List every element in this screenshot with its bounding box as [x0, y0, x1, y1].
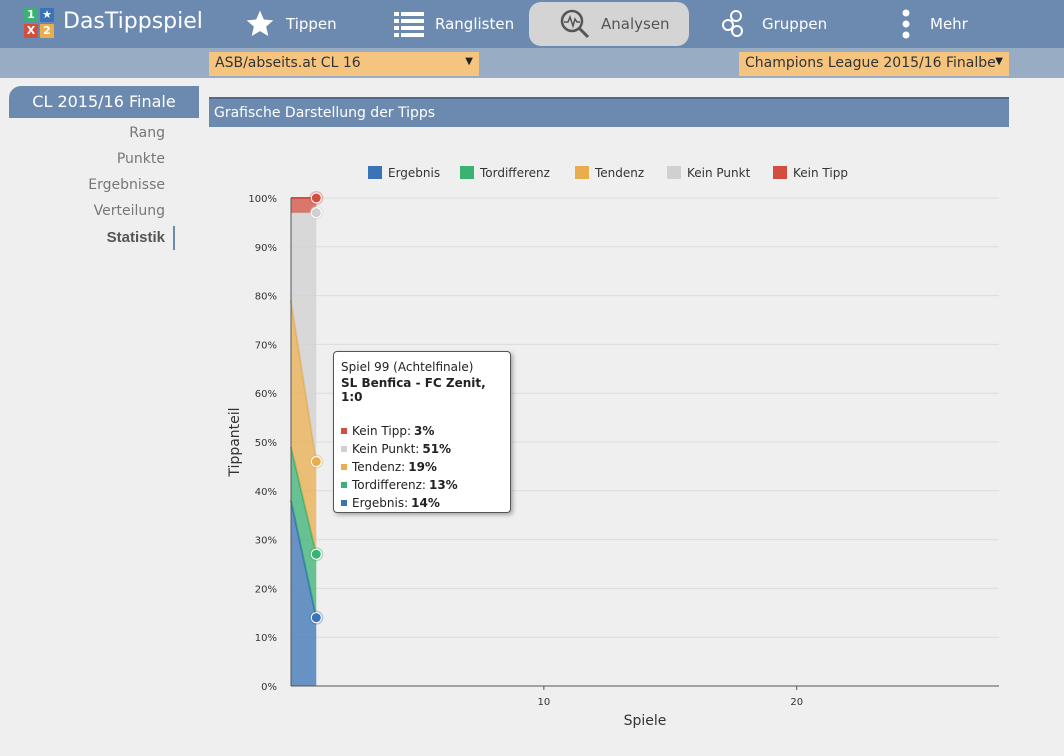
y-tick-label: 20%	[255, 584, 277, 595]
competition-select-value: Champions League 2015/16 Finalbe	[745, 55, 996, 71]
data-point-kein_punkt	[310, 207, 322, 219]
panel-title: Grafische Darstellung der Tipps	[209, 97, 1009, 127]
tooltip-row-label: Ergebnis:	[352, 496, 409, 510]
dropdown-arrow-icon: ▼	[995, 56, 1003, 67]
legend-label: Kein Punkt	[687, 166, 751, 180]
nav-mehr[interactable]: Mehr	[900, 2, 1010, 46]
tooltip-row-label: Tordifferenz:	[352, 478, 426, 492]
legend-swatch	[368, 166, 382, 179]
legend-swatch	[460, 166, 474, 179]
sidebar-item-statistik[interactable]: Statistik	[107, 226, 175, 250]
area-tendenz	[291, 300, 317, 555]
tooltip-row-label: Kein Punkt:	[352, 442, 420, 456]
area-ergebnis	[291, 500, 317, 686]
tooltip-row: Ergebnis: 14%	[341, 494, 503, 512]
tooltip-row-value: 3%	[413, 424, 435, 438]
list-icon	[394, 12, 424, 37]
legend-swatch	[341, 464, 347, 470]
y-tick-label: 10%	[255, 633, 277, 644]
y-tick-label: 80%	[255, 292, 277, 303]
legend-label: Kein Tipp	[793, 166, 848, 180]
nav-label: Gruppen	[762, 15, 828, 33]
legend-swatch	[667, 166, 681, 179]
chart-tooltip: Spiel 99 (Achtelfinale) SL Benfica - FC …	[333, 351, 511, 513]
y-tick-label: 60%	[255, 389, 277, 400]
area-kein_punkt	[291, 212, 317, 462]
nav-label: Ranglisten	[435, 15, 515, 33]
sidebar-item-rang[interactable]: Rang	[129, 125, 165, 141]
sidebar-item-ergebnisse[interactable]: Ergebnisse	[88, 177, 165, 193]
legend-swatch	[575, 166, 589, 179]
tooltip-row-value: 13%	[428, 478, 458, 492]
group-select-value: ASB/abseits.at CL 16	[215, 55, 361, 71]
data-point-kein_tipp	[310, 192, 322, 204]
tooltip-row: Kein Tipp: 3%	[341, 422, 503, 440]
groups-icon	[722, 10, 743, 37]
brand-title[interactable]: DasTippspiel	[63, 9, 203, 34]
tooltip-match-title: SL Benfica - FC Zenit, 1:0	[341, 376, 486, 404]
nav-gruppen[interactable]: Gruppen	[720, 2, 850, 46]
star-icon	[246, 10, 274, 36]
logo-cell-x: X	[24, 24, 38, 38]
y-tick-label: 70%	[255, 340, 277, 351]
tooltip-row: Tendenz: 19%	[341, 458, 503, 476]
nav-label: Mehr	[930, 15, 968, 33]
legend-label: Tendenz	[594, 166, 644, 180]
tooltip-row-value: 14%	[411, 496, 440, 510]
data-point-tordifferenz	[310, 548, 322, 560]
tooltip-row: Tordifferenz: 13%	[341, 476, 503, 494]
data-point-tendenz	[310, 456, 322, 468]
legend-label: Ergebnis	[388, 166, 440, 180]
x-tick-label: 20	[790, 697, 803, 708]
tooltip-row-label: Kein Tipp:	[352, 424, 411, 438]
legend-swatch	[773, 166, 787, 179]
nav-label: Tippen	[286, 15, 337, 33]
sidebar-title[interactable]: CL 2015/16 Finale	[9, 86, 199, 118]
y-tick-label: 100%	[248, 194, 277, 205]
nav-tippen[interactable]: Tippen	[244, 2, 394, 46]
x-axis-label: Spiele	[624, 713, 667, 729]
tooltip-row: Kein Punkt: 51%	[341, 440, 503, 458]
analysis-icon	[560, 9, 590, 39]
legend-swatch	[341, 446, 347, 452]
stacked-area-chart[interactable]: Ergebnis Tordifferenz Tendenz Kein Punkt Kei…	[209, 130, 1009, 750]
competition-select[interactable]: Champions League 2015/16 Finalbe ▼	[739, 52, 1009, 76]
logo-cell-2: 2	[40, 24, 54, 38]
x-tick-label: 10	[537, 697, 550, 708]
dropdown-arrow-icon: ▼	[465, 56, 473, 67]
y-tick-label: 50%	[255, 438, 277, 449]
logo-cell-1: 1	[24, 8, 38, 22]
y-tick-label: 40%	[255, 487, 277, 498]
nav-label: Analysen	[601, 15, 670, 33]
more-icon	[902, 9, 910, 39]
sidebar-item-verteilung[interactable]: Verteilung	[93, 203, 165, 219]
legend-label: Tordifferenz	[479, 166, 550, 180]
y-tick-label: 30%	[255, 536, 277, 547]
legend-swatch	[341, 500, 347, 506]
y-tick-label: 0%	[261, 682, 277, 693]
tooltip-match-round: Spiel 99 (Achtelfinale)	[341, 360, 474, 374]
logo[interactable]: 1 ★ X 2	[24, 8, 54, 38]
data-point-ergebnis	[310, 612, 322, 624]
sidebar-item-punkte[interactable]: Punkte	[116, 151, 165, 167]
y-tick-label: 90%	[255, 243, 277, 254]
y-axis-label: Tippanteil	[227, 407, 243, 477]
tooltip-rows: Kein Tipp: 3% Kein Punkt: 51% Tendenz: 19% Tor…	[341, 422, 503, 512]
tooltip-row-value: 19%	[408, 460, 437, 474]
tooltip-row-label: Tendenz:	[352, 460, 406, 474]
logo-cell-star: ★	[40, 8, 54, 22]
area-kein_tipp	[291, 198, 317, 213]
nav-analysen[interactable]: Analysen	[529, 2, 689, 46]
tooltip-row-value: 51%	[422, 442, 452, 456]
legend-swatch	[341, 428, 347, 434]
legend-swatch	[341, 482, 347, 488]
area-tordifferenz	[291, 446, 317, 618]
top-nav-bar: 1 ★ X 2 DasTippspiel Tippen Ranglisten A…	[0, 0, 1064, 48]
group-select[interactable]: ASB/abseits.at CL 16 ▼	[209, 52, 479, 76]
nav-ranglisten[interactable]: Ranglisten	[393, 2, 523, 46]
